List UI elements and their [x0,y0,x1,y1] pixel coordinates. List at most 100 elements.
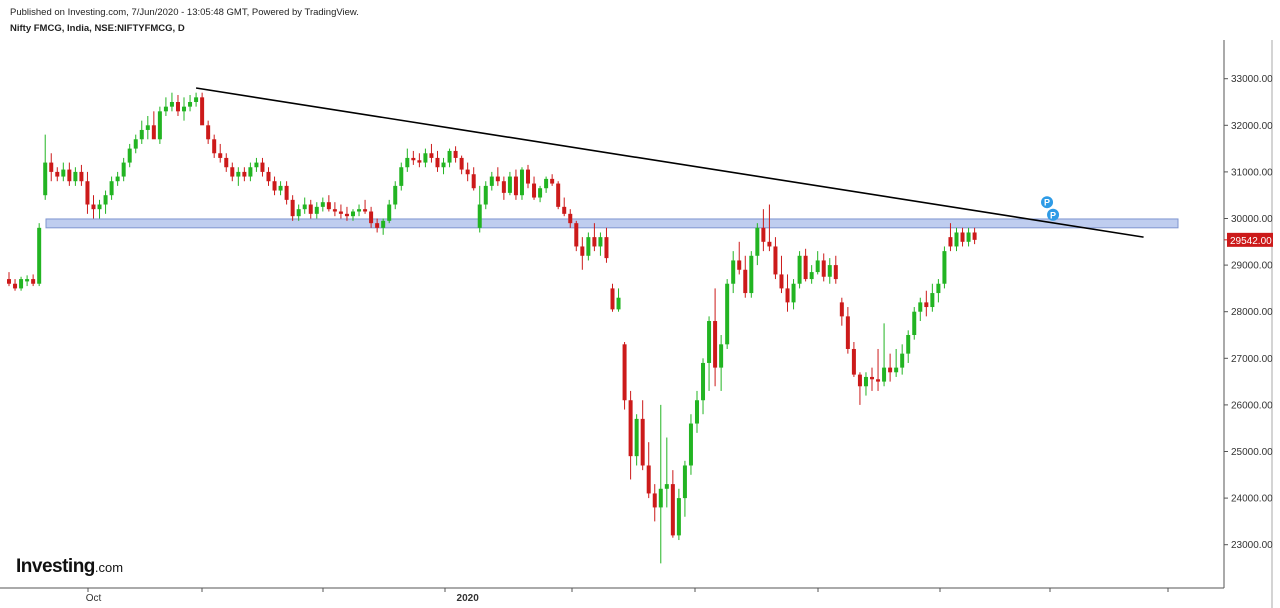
candle [224,153,229,172]
candle [411,150,416,165]
candle [453,146,458,163]
candle [200,92,205,126]
candle [55,167,60,182]
candle [568,209,573,228]
candle [91,195,96,219]
candle [272,176,277,196]
candle [592,223,597,252]
candle [381,218,386,235]
candle [622,341,627,410]
investing-logo: Investing.com [16,556,123,578]
candle [405,148,410,172]
candle [163,97,168,116]
candle [924,290,929,317]
candle [423,148,428,168]
candle [477,185,482,233]
candle [13,279,18,291]
candle [19,276,24,291]
candle [242,167,247,182]
support-band [45,218,1179,229]
candle [538,185,543,203]
candle [344,206,349,221]
time-tick-label: 2020 [457,593,480,604]
candle [465,162,470,182]
price-tick-label: 25000.00 [1231,447,1273,458]
price-tick-label: 33000.00 [1231,74,1273,85]
price-tick-label: 27000.00 [1231,354,1273,365]
price-tick-label: 26000.00 [1231,400,1273,411]
candle [876,348,881,391]
candle [369,206,374,228]
candle [737,241,742,275]
price-tick-label: 29000.00 [1231,261,1273,272]
candle [827,258,832,284]
candle [761,209,766,252]
candle [435,150,440,172]
candle [441,157,446,175]
candle [719,335,724,391]
candle [85,171,90,214]
candle [296,204,301,221]
candle [157,106,162,144]
support-band-layer [45,218,1179,229]
marker-label: P [1044,198,1050,208]
candle [61,162,66,182]
candle [526,164,531,189]
candle [314,202,319,219]
candle [218,143,223,163]
candle [532,176,537,200]
candle [43,134,48,200]
candle [640,400,645,471]
candle [393,181,398,210]
candle [97,199,102,219]
candle [773,237,778,280]
candle [127,143,132,168]
price-tick-label: 23000.00 [1231,540,1273,551]
candle [851,341,856,377]
candle [574,220,579,252]
candle [103,190,108,214]
candle [676,488,681,541]
candle [882,323,887,387]
candle [459,155,464,175]
trendline-layer [195,87,1144,238]
candle [725,279,730,349]
last-price-badge [1227,232,1273,247]
candle [863,372,868,396]
candle [870,367,875,391]
marker: P [1041,196,1054,209]
candle [182,97,187,121]
candle [888,353,893,382]
candle [803,248,808,282]
candle [212,134,217,158]
candle [320,197,325,212]
trendline [195,87,1144,238]
candle [936,279,941,303]
candle [562,197,567,217]
candle [857,372,862,405]
candle [658,404,663,564]
markers-layer: PP [1041,196,1060,221]
candle [206,120,211,144]
candle [918,297,923,322]
marker-label: P [1050,210,1056,220]
candle [121,157,126,182]
candle [604,227,609,263]
candle [37,223,42,287]
candle [749,251,754,298]
candle [489,171,494,191]
price-tick-label: 31000.00 [1231,167,1273,178]
candle [900,344,905,375]
candle [507,171,512,196]
candle [707,316,712,391]
candle [821,253,826,282]
candle [73,167,78,186]
price-axis-labels: 33000.00 32000.00 31000.00 30000.00 29000.00… [1224,74,1273,551]
candle [363,199,368,214]
candle [682,460,687,517]
candle [809,265,814,284]
candle [417,153,422,168]
candle [755,223,760,266]
symbol-title: Nifty FMCG, India, NSE:NIFTYFMCG, D [10,23,185,34]
candle [544,176,549,193]
